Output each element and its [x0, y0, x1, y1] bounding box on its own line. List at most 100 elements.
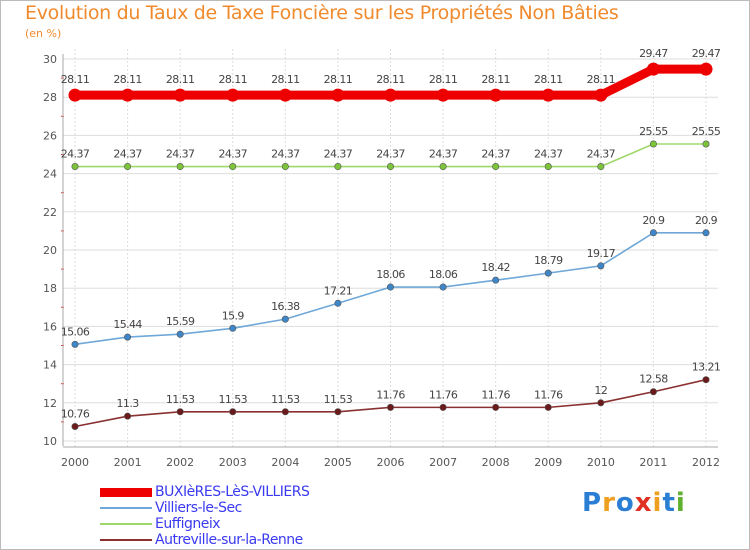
data-label: 28.11 — [219, 73, 248, 86]
series-0-point — [699, 62, 713, 76]
logo-letter: i — [675, 488, 686, 518]
series-1-point — [229, 324, 237, 332]
data-label: 28.11 — [481, 73, 510, 86]
y-tick-label: 12 — [43, 397, 57, 410]
legend-swatch — [100, 523, 152, 525]
series-2-point — [702, 140, 710, 148]
x-tick-label: 2012 — [692, 456, 720, 469]
data-label: 24.37 — [113, 148, 142, 161]
series-3-point — [334, 408, 342, 416]
series-3-point — [176, 408, 184, 416]
y-tick-label: 20 — [43, 244, 57, 257]
data-label: 28.11 — [429, 73, 458, 86]
series-1-point — [386, 283, 394, 291]
legend-label: Autreville-sur-la-Renne — [155, 532, 303, 548]
data-label: 11.76 — [481, 388, 510, 401]
data-label: 13.21 — [692, 361, 721, 374]
data-label: 18.79 — [534, 254, 563, 267]
series-0-point — [226, 88, 240, 102]
series-2-point — [176, 163, 184, 171]
y-tick-label: 30 — [43, 53, 57, 66]
data-label: 24.37 — [324, 148, 353, 161]
series-3-point — [544, 403, 552, 411]
data-label: 28.11 — [61, 73, 90, 86]
data-label: 11.76 — [376, 388, 405, 401]
data-label: 20.9 — [642, 214, 665, 227]
data-label: 28.11 — [534, 73, 563, 86]
series-2-point — [492, 163, 500, 171]
data-label: 15.44 — [113, 318, 142, 331]
logo-letter: i — [652, 488, 663, 518]
series-2-point — [334, 163, 342, 171]
series-1-point — [334, 299, 342, 307]
x-tick-label: 2005 — [324, 456, 352, 469]
data-label: 25.55 — [692, 125, 721, 138]
data-label: 28.11 — [113, 73, 142, 86]
y-tick-label: 10 — [43, 435, 57, 448]
logo-letter: o — [615, 488, 635, 518]
data-label: 24.37 — [219, 148, 248, 161]
y-axis-unit-label: (en %) — [25, 27, 62, 40]
series-3-point — [492, 403, 500, 411]
data-label: 24.37 — [61, 148, 90, 161]
legend-label: BUXIèRES-LèS-VILLIERS — [155, 484, 310, 500]
y-tick-label: 22 — [43, 206, 57, 219]
series-0-point — [541, 88, 555, 102]
series-layer — [68, 62, 713, 430]
x-tick-label: 2000 — [61, 456, 89, 469]
x-tick-label: 2007 — [429, 456, 457, 469]
series-2-point — [386, 163, 394, 171]
data-label: 28.11 — [166, 73, 195, 86]
data-label: 29.47 — [639, 47, 668, 60]
data-label: 11.53 — [219, 393, 248, 406]
data-label: 24.37 — [587, 148, 616, 161]
series-3-point — [124, 412, 132, 420]
data-label: 17.21 — [324, 284, 353, 297]
series-3-point — [386, 403, 394, 411]
data-label: 28.11 — [271, 73, 300, 86]
x-tick-label: 2010 — [587, 456, 615, 469]
data-label: 11.3 — [117, 397, 140, 410]
series-0-point — [68, 88, 82, 102]
series-0-point — [436, 88, 450, 102]
data-label: 12.58 — [639, 373, 668, 386]
series-1-point — [281, 315, 289, 323]
data-label: 25.55 — [639, 125, 668, 138]
logo-letter: t — [662, 488, 676, 518]
data-label: 18.06 — [429, 268, 458, 281]
data-label: 24.37 — [429, 148, 458, 161]
data-label: 15.9 — [222, 309, 245, 322]
data-label: 11.53 — [324, 393, 353, 406]
grid-layer — [63, 49, 718, 449]
data-label: 19.17 — [587, 247, 616, 260]
logo-letter: r — [602, 488, 616, 518]
series-1-point — [439, 283, 447, 291]
data-label: 28.11 — [324, 73, 353, 86]
series-1-point — [492, 276, 500, 284]
proxiti-logo: Proxiti — [582, 488, 686, 518]
x-tick-label: 2008 — [482, 456, 510, 469]
data-label: 24.37 — [271, 148, 300, 161]
data-label: 18.42 — [481, 261, 510, 274]
x-tick-label: 2002 — [166, 456, 194, 469]
chart-title: Evolution du Taux de Taxe Foncière sur l… — [25, 2, 619, 24]
series-0-point — [489, 88, 503, 102]
series-0-point — [121, 88, 135, 102]
series-2-point — [229, 163, 237, 171]
data-label: 15.59 — [166, 315, 195, 328]
data-label: 11.53 — [271, 393, 300, 406]
series-3-point — [71, 422, 79, 430]
series-2-point — [281, 163, 289, 171]
series-2-point — [649, 140, 657, 148]
legend-swatch — [100, 487, 152, 497]
series-0-point — [594, 88, 608, 102]
data-label: 24.37 — [166, 148, 195, 161]
x-tick-label: 2001 — [114, 456, 142, 469]
data-label: 12 — [594, 384, 607, 397]
data-label: 10.76 — [61, 407, 90, 420]
legend-label: Villiers-le-Sec — [155, 500, 242, 516]
series-3-point — [649, 388, 657, 396]
series-1-point — [176, 330, 184, 338]
data-label: 20.9 — [695, 214, 718, 227]
data-label: 28.11 — [376, 73, 405, 86]
